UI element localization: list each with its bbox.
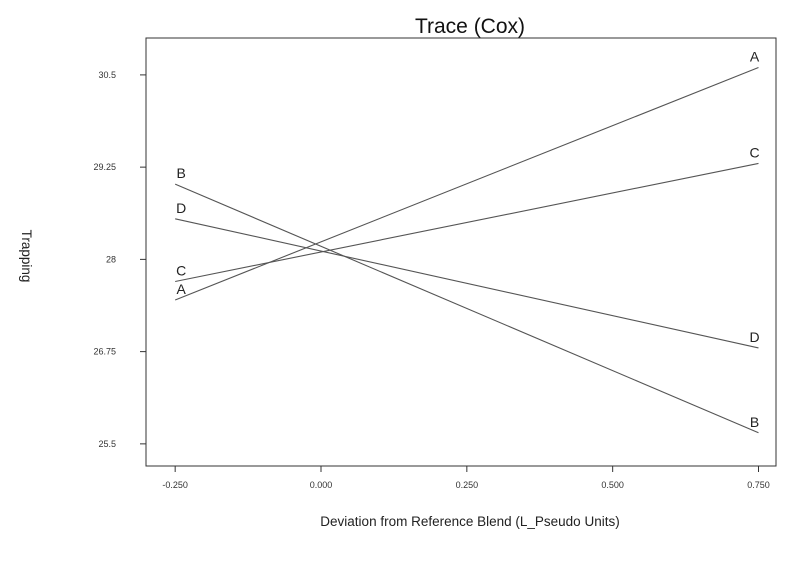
series-line-d bbox=[175, 218, 759, 349]
series-label-a-start: A bbox=[176, 281, 186, 297]
x-axis: -0.250 0.000 0.250 0.500 0.750 bbox=[162, 466, 770, 490]
series-label-d-end: D bbox=[749, 329, 759, 345]
series-label-d-start: D bbox=[176, 200, 186, 216]
series-line-a bbox=[174, 67, 759, 301]
series-label-c-start: C bbox=[176, 263, 186, 279]
series-line-b bbox=[174, 183, 759, 434]
x-tick-label: 0.500 bbox=[601, 480, 624, 490]
x-tick-label: -0.250 bbox=[162, 480, 188, 490]
series-label-a-end: A bbox=[750, 49, 760, 65]
y-tick-label: 30.5 bbox=[98, 70, 116, 80]
series-label-b-end: B bbox=[750, 414, 759, 430]
x-tick-label: 0.750 bbox=[747, 480, 770, 490]
y-tick-label: 25.5 bbox=[98, 439, 116, 449]
series-label-c-end: C bbox=[749, 144, 759, 160]
x-tick-label: 0.000 bbox=[310, 480, 333, 490]
y-tick-label: 29.25 bbox=[93, 162, 116, 172]
plot-frame bbox=[145, 37, 777, 467]
y-axis: 25.5 26.75 28 29.25 30.5 bbox=[93, 70, 146, 449]
chart-title: Trace (Cox) bbox=[415, 15, 525, 38]
y-axis-label: Trapping bbox=[19, 230, 34, 283]
y-tick-label: 28 bbox=[106, 254, 116, 264]
series-line-c bbox=[175, 162, 759, 283]
x-tick-label: 0.250 bbox=[456, 480, 479, 490]
y-tick-label: 26.75 bbox=[93, 347, 116, 357]
series-label-b-start: B bbox=[176, 165, 185, 181]
x-axis-label: Deviation from Reference Blend (L_Pseudo… bbox=[320, 514, 619, 529]
series-lines: A A B B C C D D bbox=[174, 49, 760, 434]
